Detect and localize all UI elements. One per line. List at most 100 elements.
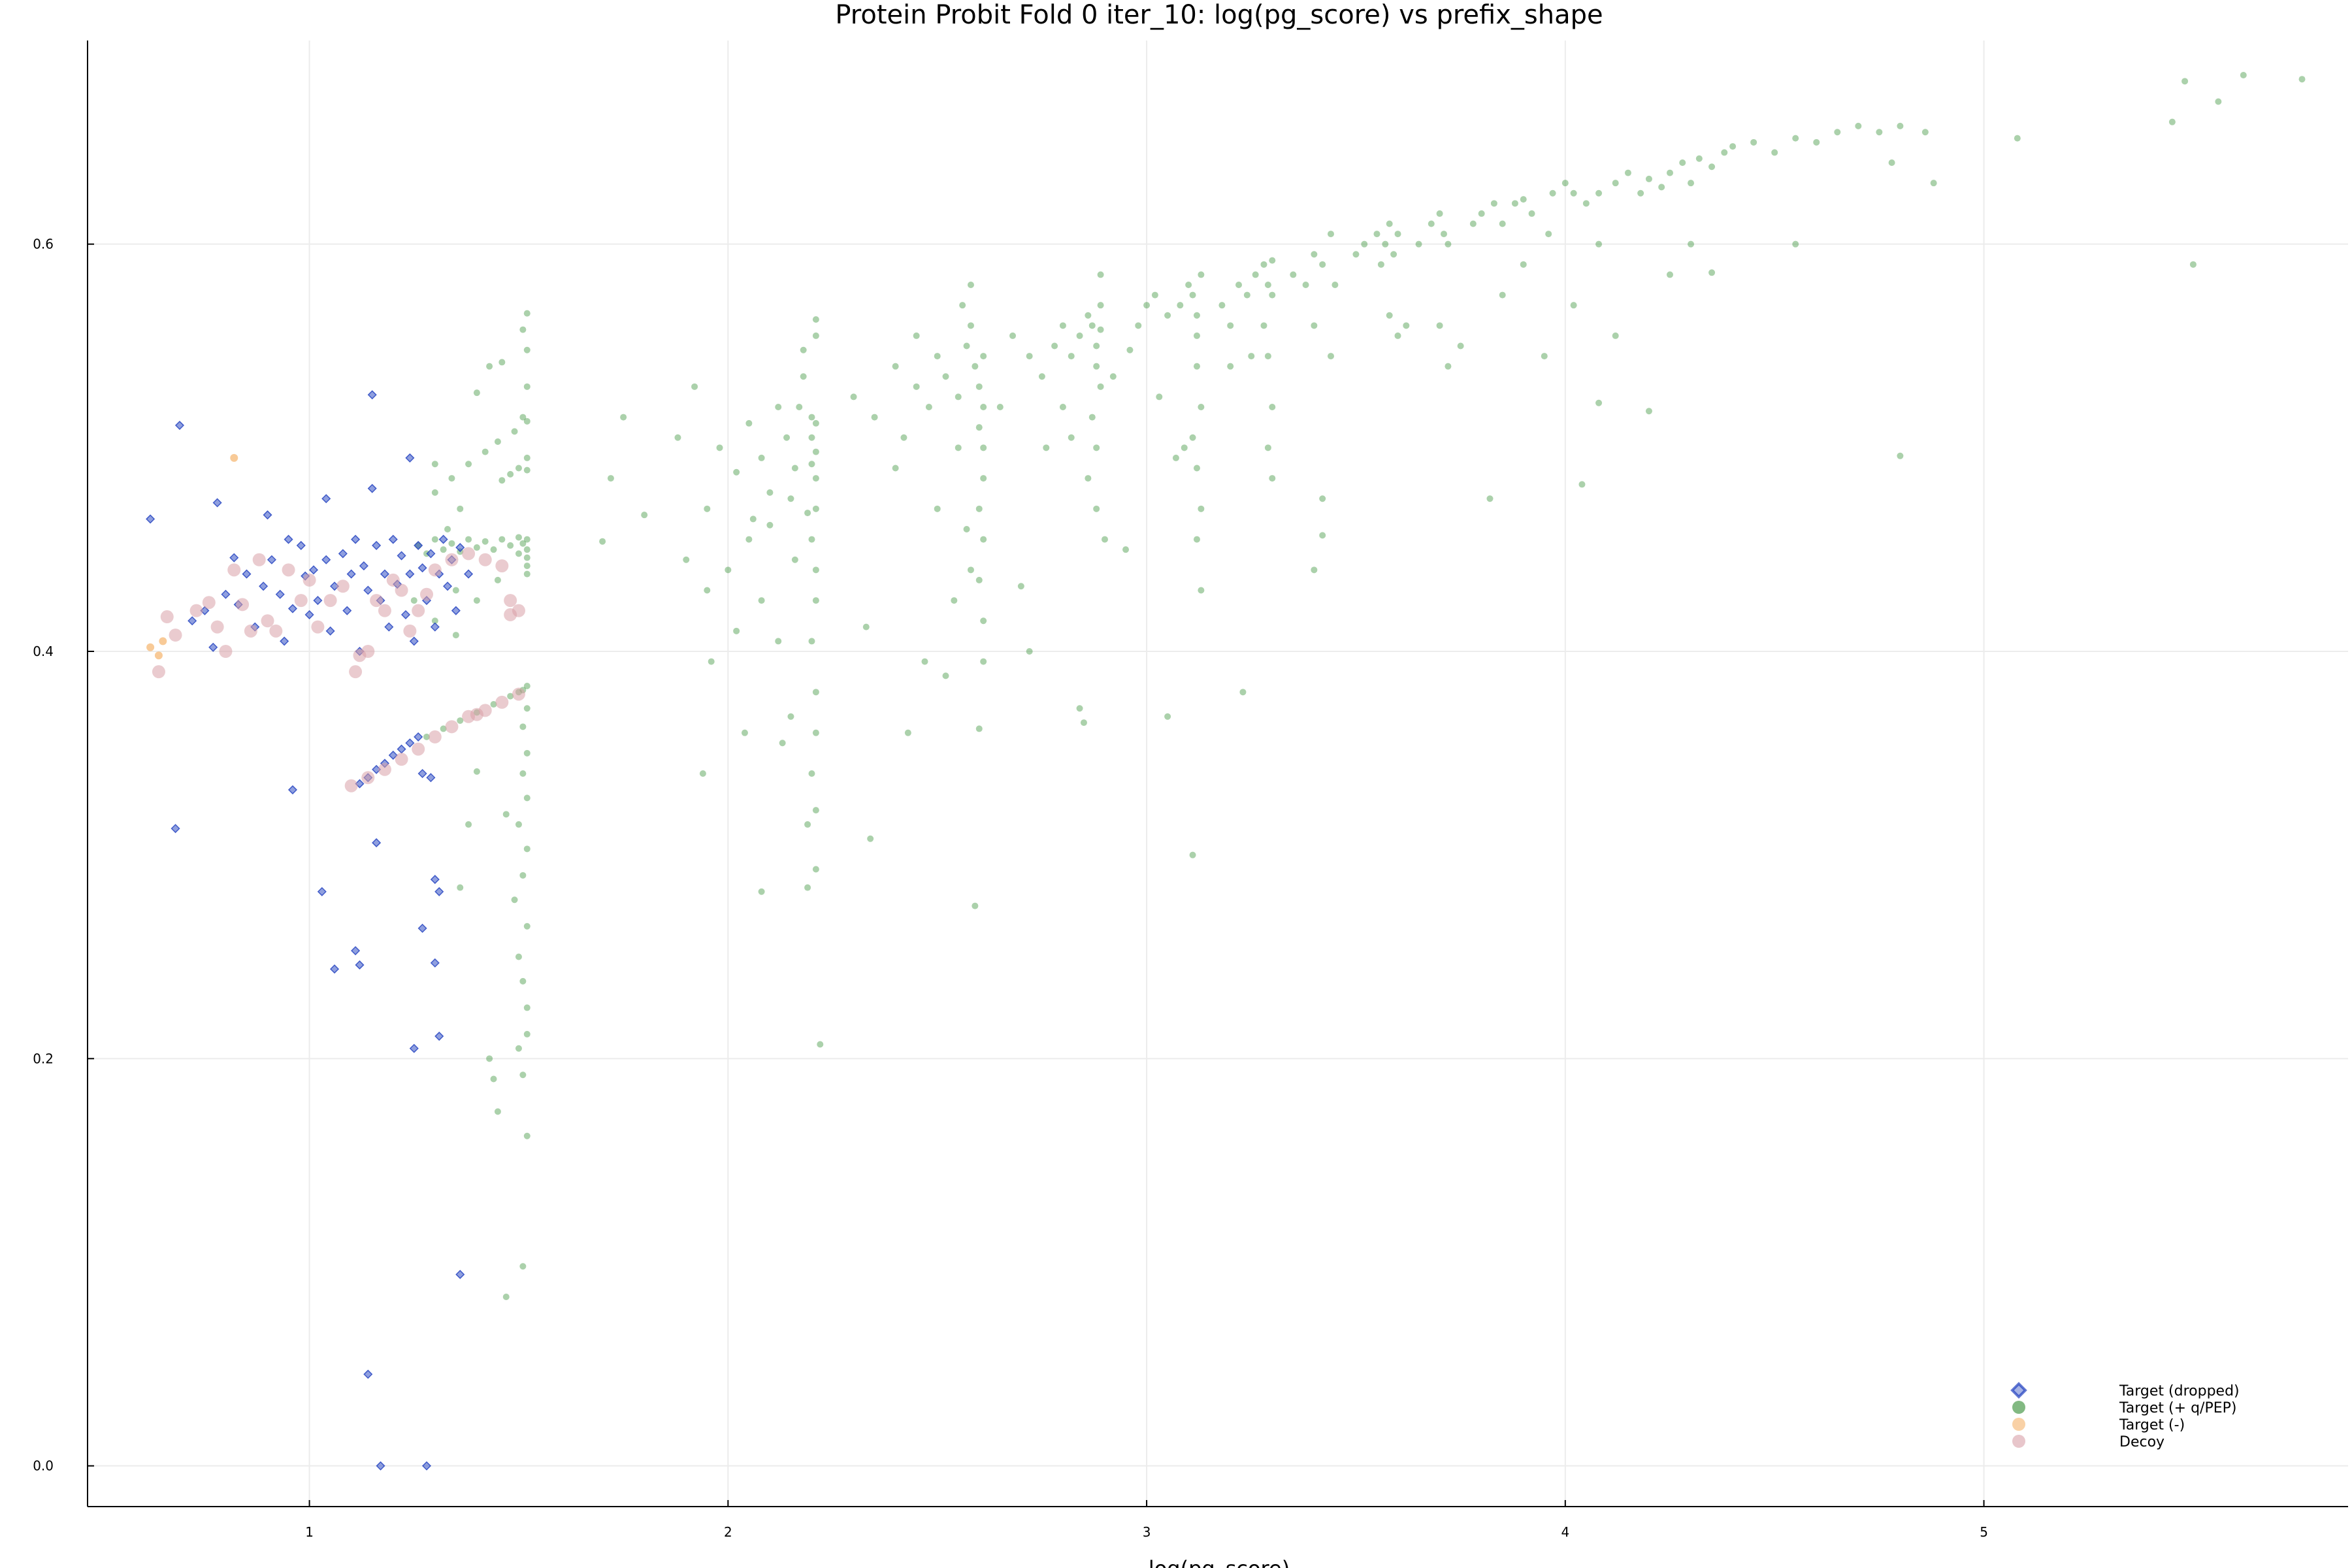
target-qpep-point [704,505,711,512]
target-qpep-point [980,444,987,451]
target-qpep-point [975,424,983,431]
target-qpep-point [511,428,518,435]
decoy-point [261,614,274,628]
target-qpep-point [808,434,815,441]
target-qpep-point [812,419,819,427]
target-qpep-point [1311,566,1318,574]
legend-label: Target (-) [2119,1417,2185,1433]
target-qpep-point [745,536,753,543]
target-dropped-point [304,610,314,619]
target-qpep-point [1243,291,1250,299]
decoy-point [269,624,283,638]
target-qpep-point [1269,475,1276,482]
target-qpep-point [1227,322,1234,329]
target-qpep-point [783,434,791,441]
target-qpep-point [1445,363,1452,370]
target-dropped-point [351,946,361,956]
target-qpep-point [1695,155,1703,162]
decoy-point [349,665,363,679]
target-minus-point [146,643,155,651]
target-qpep-point [1441,231,1447,238]
target-qpep-point [448,540,455,547]
target-qpep-point [1667,169,1673,176]
target-qpep-point [519,540,527,547]
target-qpep-point [704,587,711,594]
x-axis-label: log(pg_score) [1149,1556,1290,1568]
target-qpep-point [1541,353,1548,360]
decoy-point [152,665,165,679]
target-qpep-point [942,373,949,380]
target-qpep-point [1888,159,1895,166]
y-tick-label: 0.6 [33,237,54,252]
target-dropped-point [376,1461,385,1471]
target-dropped-point [351,534,361,544]
target-qpep-point [1085,312,1092,319]
target-qpep-point [1038,373,1045,380]
target-dropped-point [380,569,389,579]
target-qpep-point [934,505,941,512]
target-qpep-point [1428,220,1435,227]
target-qpep-point [980,353,987,360]
target-qpep-point [1009,332,1017,339]
decoy-point [378,762,391,776]
target-dropped-point [421,1461,432,1471]
target-qpep-point [913,383,920,390]
target-dropped-point [367,483,377,493]
target-qpep-point [804,821,811,828]
target-qpep-point [519,1263,527,1270]
target-qpep-point [519,770,527,777]
target-qpep-point [775,404,782,410]
target-qpep-point [1469,220,1477,227]
target-qpep-point [1164,312,1171,319]
target-qpep-point [452,587,459,594]
target-qpep-point [641,512,648,519]
decoy-point [462,547,476,561]
target-qpep-point [507,542,514,549]
target-qpep-point [967,282,974,288]
target-qpep-point [850,393,857,400]
decoy-point [495,695,509,709]
target-qpep-point [523,383,531,390]
target-qpep-point [808,461,815,468]
target-qpep-point [2240,71,2247,78]
target-qpep-point [942,672,949,679]
target-qpep-point [1264,282,1271,288]
target-qpep-point [817,1041,824,1048]
target-dropped-point [455,1269,465,1279]
decoy-point [344,779,358,792]
target-qpep-point [1198,587,1205,594]
target-qpep-point [812,316,819,323]
target-qpep-point [1319,261,1326,268]
target-qpep-point [1595,189,1603,197]
decoy-point [420,587,433,601]
target-qpep-point [804,510,811,517]
target-dropped-point [346,569,356,579]
target-qpep-point [473,544,480,551]
target-qpep-point [519,326,527,333]
target-qpep-point [523,682,531,689]
decoy-point [412,742,425,756]
decoy-point [504,608,517,621]
target-qpep-point [1135,322,1142,329]
target-qpep-point [975,505,983,512]
decoy-point [478,553,492,566]
target-qpep-point [1189,851,1196,858]
legend-label: Target (dropped) [2119,1383,2240,1399]
target-qpep-point [515,821,522,828]
target-qpep-point [1855,122,1862,129]
target-qpep-point [1080,719,1087,727]
target-qpep-point [779,740,786,747]
target-qpep-point [1361,240,1368,248]
decoy-point [504,594,517,608]
target-qpep-point [1151,291,1158,299]
target-qpep-point [431,536,438,543]
target-qpep-point [1624,169,1631,176]
target-dropped-point [442,581,453,591]
target-qpep-point [800,346,807,353]
target-dropped-point [400,610,411,619]
target-qpep-point [1302,282,1309,288]
target-qpep-point [410,597,417,604]
target-qpep-point [967,566,974,574]
target-qpep-point [523,749,531,757]
target-qpep-point [523,417,531,425]
